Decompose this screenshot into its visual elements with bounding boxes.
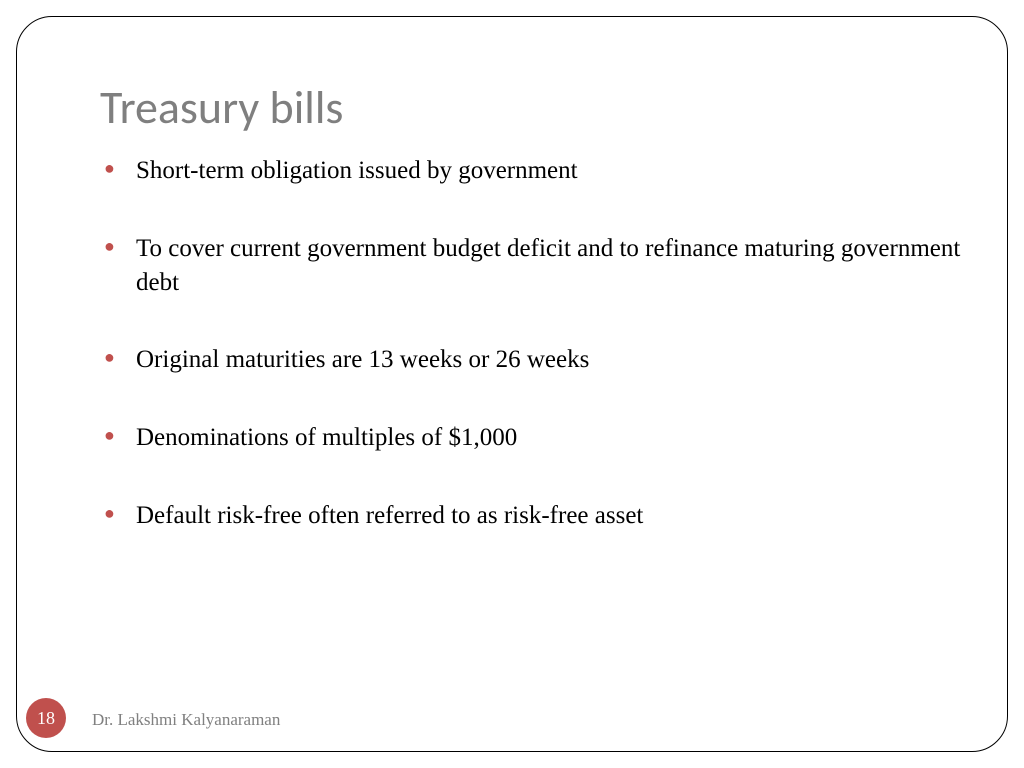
page-number-badge: 18 (26, 698, 66, 738)
slide-content: Treasury bills Short-term obligation iss… (100, 80, 964, 577)
page-number: 18 (37, 708, 55, 729)
author-label: Dr. Lakshmi Kalyanaraman (92, 710, 280, 730)
bullet-item: To cover current government budget defic… (100, 232, 964, 300)
bullet-item: Original maturities are 13 weeks or 26 w… (100, 343, 964, 377)
slide-title: Treasury bills (100, 80, 964, 136)
bullet-list: Short-term obligation issued by governme… (100, 154, 964, 533)
bullet-item: Short-term obligation issued by governme… (100, 154, 964, 188)
bullet-item: Default risk-free often referred to as r… (100, 499, 964, 533)
bullet-item: Denominations of multiples of $1,000 (100, 421, 964, 455)
